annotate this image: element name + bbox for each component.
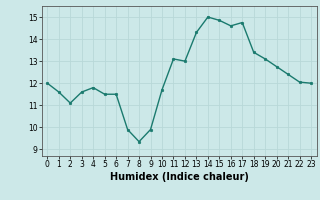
X-axis label: Humidex (Indice chaleur): Humidex (Indice chaleur) (110, 172, 249, 182)
